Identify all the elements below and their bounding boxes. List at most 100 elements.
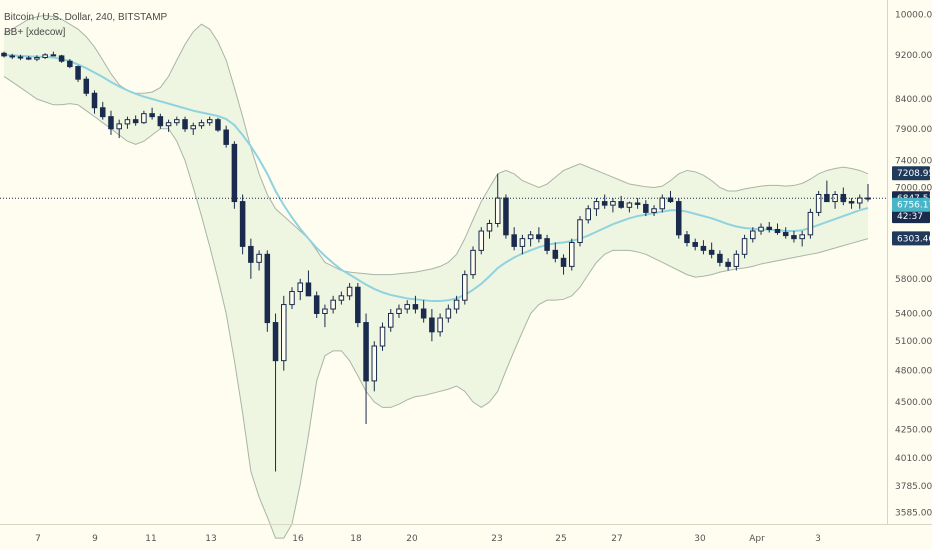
candle-body	[815, 193, 822, 213]
bollinger-bands	[3, 14, 869, 539]
candle-body	[248, 245, 254, 263]
candle-body	[511, 234, 517, 247]
price-tag	[892, 231, 930, 246]
time-tick-label: 7	[35, 534, 41, 544]
band-fill	[4, 15, 868, 539]
candle-body	[651, 208, 657, 213]
price-tick-label: 3785.00	[895, 482, 932, 492]
candle-body	[667, 197, 674, 203]
candle-body	[58, 55, 65, 62]
price-tag-label: 6303.40	[897, 234, 932, 244]
candle-body	[832, 193, 838, 203]
time-tick-label: 23	[491, 534, 502, 544]
indicator-label[interactable]: BB+ [xdecow]	[4, 27, 66, 38]
price-tick-label: 8400.00	[895, 95, 932, 105]
candle-body	[462, 274, 468, 301]
candle-body	[741, 238, 748, 255]
time-tick-label: 20	[406, 534, 418, 544]
candle-body	[91, 92, 98, 109]
candle-body	[141, 113, 147, 124]
candle-body	[453, 299, 460, 310]
candle-body	[206, 119, 213, 124]
candle-body	[289, 291, 295, 306]
candle-body	[560, 257, 567, 267]
candle-body	[577, 219, 583, 244]
candle-body	[569, 242, 575, 267]
price-tick-label: 7900.00	[895, 125, 932, 135]
candle-body	[848, 201, 855, 204]
candle-body	[503, 197, 509, 236]
price-axis[interactable]: 10000.00 9200.00 8400.00 7900.00 7400.00 7000…	[895, 10, 932, 518]
candle-body	[618, 201, 624, 208]
candle-body	[404, 304, 410, 310]
candle-body	[774, 228, 781, 234]
candle-body	[708, 249, 715, 255]
candle-body	[552, 249, 559, 259]
candle-body	[387, 312, 394, 328]
candle-body	[700, 245, 707, 251]
candle-body	[239, 201, 246, 247]
candle-body	[313, 295, 320, 314]
candle-body	[610, 201, 616, 206]
candle-body	[174, 119, 180, 124]
candle-body	[791, 235, 797, 240]
basis-line	[3, 53, 869, 303]
candle-body	[124, 119, 131, 125]
price-tick-label: 3585.00	[895, 508, 932, 518]
price-tick-label: 4800.00	[895, 367, 932, 377]
time-tick-label: 18	[350, 534, 362, 544]
candle-body	[478, 230, 485, 251]
candle-body	[363, 322, 369, 382]
candle-body	[437, 317, 443, 333]
candle-body	[355, 286, 361, 324]
candle-body	[865, 197, 871, 200]
candle-body	[165, 122, 172, 127]
candle-body	[9, 55, 15, 58]
candle-body	[675, 201, 682, 236]
candle-body	[264, 253, 271, 324]
candle-body	[494, 197, 501, 224]
price-tag	[892, 197, 930, 212]
candle-body	[396, 308, 402, 314]
candle-body	[824, 193, 830, 203]
candle-body	[338, 295, 345, 301]
price-tick-label: 10000.00	[895, 10, 932, 20]
time-tick-label: 3	[815, 534, 821, 544]
price-tick-label: 5100.00	[895, 337, 932, 347]
chart-legend: Bitcoin / U.S. Dollar, 240, BITSTAMP BB+…	[4, 10, 167, 40]
candle-body	[190, 125, 197, 130]
candle-body	[322, 308, 328, 314]
candle-body	[132, 119, 139, 124]
candle-body	[1, 52, 7, 57]
price-tag-label: 6756.17	[897, 201, 932, 211]
time-tick-label: 30	[694, 534, 706, 544]
candle-body	[346, 286, 353, 297]
candle-body	[108, 116, 114, 130]
candle-body	[99, 107, 106, 118]
symbol-title[interactable]: Bitcoin / U.S. Dollar, 240, BITSTAMP	[4, 12, 168, 23]
candle-body	[281, 304, 287, 362]
time-tick-label: 16	[292, 534, 304, 544]
candle-body	[445, 308, 452, 319]
time-axis[interactable]: 7 9 11 13 16 18 20 23 25 27 30 Apr 3	[35, 534, 821, 544]
price-tick-label: 5400.00	[895, 309, 932, 319]
upper-band-line	[3, 14, 869, 276]
candle-body	[659, 197, 666, 210]
price-tick-label: 4500.00	[895, 398, 932, 408]
candle-body	[643, 203, 649, 213]
candle-body	[692, 242, 698, 247]
candle-body	[215, 119, 221, 131]
candle-body	[412, 304, 419, 310]
price-tick-label: 7000.00	[895, 184, 932, 194]
candle-body	[67, 60, 73, 68]
price-tick-label: 9200.00	[895, 51, 932, 61]
candle-body	[782, 232, 789, 237]
candle-body	[297, 282, 303, 293]
candle-body	[149, 113, 155, 118]
candle-body	[157, 116, 164, 127]
candle-body	[198, 122, 205, 127]
candle-body	[519, 238, 526, 247]
price-tick-label: 5800.00	[895, 275, 932, 285]
